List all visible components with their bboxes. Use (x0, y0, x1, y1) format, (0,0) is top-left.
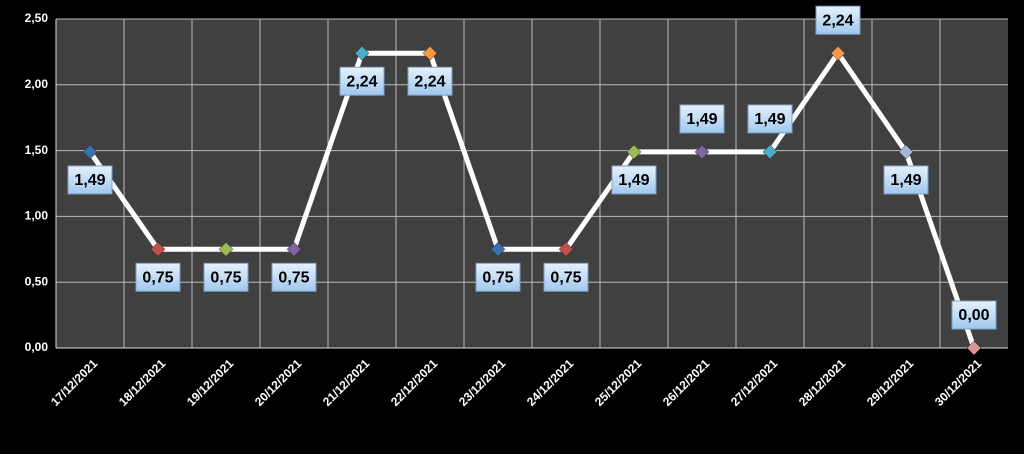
line (87, 50, 977, 349)
marker (694, 144, 710, 160)
marker (898, 144, 914, 160)
value-label-box (67, 165, 113, 195)
value-label: 0,75 (278, 270, 309, 287)
value-label: 2,24 (346, 73, 377, 90)
y-tick-label: 0,00 (25, 340, 49, 354)
y-tick-label: 2,00 (25, 77, 49, 91)
value-label: 2,24 (822, 12, 853, 29)
marker (218, 241, 234, 257)
x-tick-label: 17/12/2021 (48, 356, 101, 409)
value-label-box (339, 66, 385, 96)
value-label: 1,49 (686, 111, 717, 128)
x-tick-label: 20/12/2021 (252, 356, 305, 409)
marker (490, 241, 506, 257)
y-tick-label: 1,00 (25, 209, 49, 223)
value-label: 0,75 (482, 270, 513, 287)
value-label: 1,49 (754, 111, 785, 128)
x-tick-label: 21/12/2021 (320, 356, 373, 409)
value-label: 1,49 (890, 172, 921, 189)
x-tick-label: 28/12/2021 (796, 356, 849, 409)
value-label-box (951, 300, 997, 330)
value-label: 1,49 (618, 172, 649, 189)
marker (354, 45, 370, 61)
value-label-box (543, 262, 589, 292)
value-label: 2,24 (414, 73, 445, 90)
marker (82, 144, 98, 160)
x-tick-label: 24/12/2021 (524, 356, 577, 409)
x-tick-label: 27/12/2021 (728, 356, 781, 409)
y-tick-label: 2,50 (25, 11, 49, 25)
marker (558, 241, 574, 257)
marker (422, 45, 438, 61)
value-label-box (135, 262, 181, 292)
value-label: 0,75 (550, 270, 581, 287)
value-label-box (679, 104, 725, 134)
value-label-box (747, 104, 793, 134)
value-label-box (407, 66, 453, 96)
x-tick-label: 26/12/2021 (660, 356, 713, 409)
x-tick-label: 19/12/2021 (184, 356, 237, 409)
value-label-box (815, 5, 861, 35)
value-label-box (271, 262, 317, 292)
y-tick-label: 0,50 (25, 274, 49, 288)
x-tick-label: 30/12/2021 (932, 356, 985, 409)
x-tick-label: 22/12/2021 (388, 356, 441, 409)
x-tick-label: 18/12/2021 (116, 356, 169, 409)
marker (286, 241, 302, 257)
marker (966, 340, 982, 356)
marker (830, 45, 846, 61)
marker (626, 144, 642, 160)
value-label-box (203, 262, 249, 292)
value-label: 0,00 (958, 307, 989, 324)
value-label: 0,75 (142, 270, 173, 287)
value-label-box (611, 165, 657, 195)
x-tick-label: 23/12/2021 (456, 356, 509, 409)
x-tick-label: 29/12/2021 (864, 356, 917, 409)
value-label-box (475, 262, 521, 292)
marker (150, 241, 166, 257)
marker (762, 144, 778, 160)
y-tick-label: 1,50 (25, 143, 49, 157)
value-label-box (883, 165, 929, 195)
x-tick-label: 25/12/2021 (592, 356, 645, 409)
value-label: 1,49 (74, 172, 105, 189)
value-label: 0,75 (210, 270, 241, 287)
